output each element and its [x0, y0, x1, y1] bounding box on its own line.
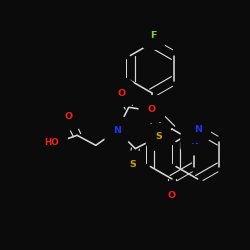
Text: N: N: [194, 124, 202, 134]
Text: O: O: [168, 190, 176, 200]
Text: S: S: [155, 132, 162, 141]
Text: HO: HO: [44, 138, 59, 147]
Text: O: O: [118, 88, 126, 98]
Text: O: O: [64, 112, 72, 121]
Text: F: F: [150, 32, 156, 40]
Text: N: N: [190, 137, 198, 146]
Text: S: S: [130, 160, 136, 169]
Text: N: N: [113, 126, 121, 135]
Text: O: O: [148, 104, 156, 114]
